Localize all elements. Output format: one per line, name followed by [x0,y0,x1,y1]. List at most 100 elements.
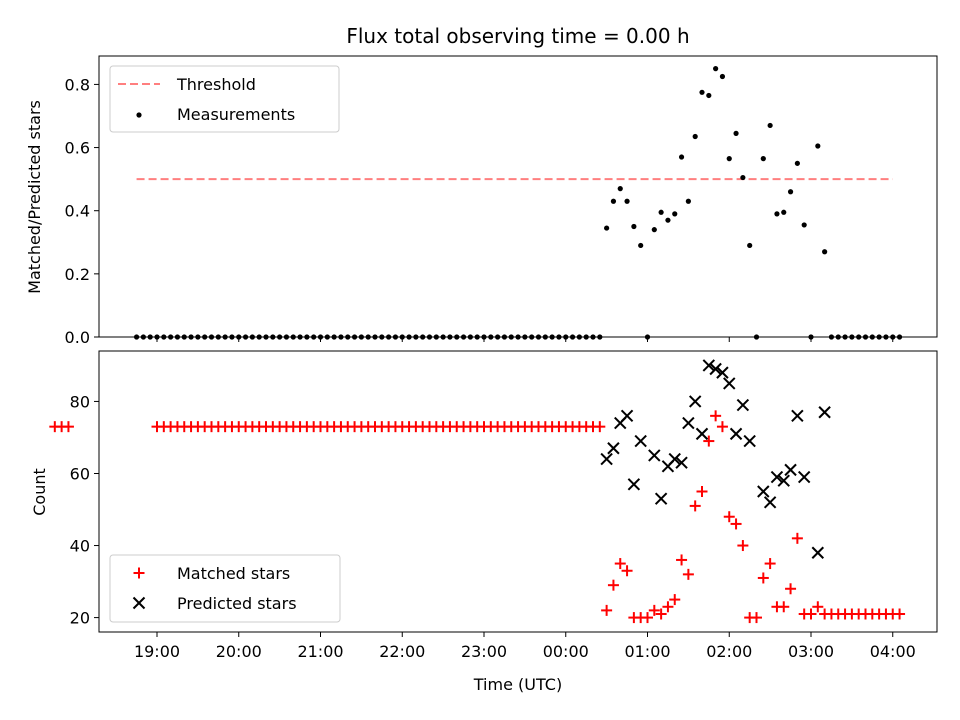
matched-star-point [601,604,613,616]
measurement-point [672,211,678,217]
measurement-point [631,223,637,230]
predicted-star-point [654,492,668,505]
measurement-point [713,66,719,72]
measurement-point [801,222,807,228]
matched-star-point [607,579,619,591]
matched-star-point [737,540,749,552]
matched-star-point [682,568,694,580]
bottom-legend: Matched stars Predicted stars [109,554,341,623]
x-tick-label: 01:00 [624,642,670,661]
x-tick-label: 04:00 [870,642,916,661]
predicted-star-point [682,416,695,430]
top-y-tick-label: 0.8 [65,75,90,94]
top-panel: 0.0 0.2 0.4 0.6 0.8 Threshold Measurements [65,55,938,347]
predicted-star-point [695,427,709,441]
matched-star-point [621,565,633,577]
chart-title: Flux total observing time = 0.00 h [346,24,689,48]
measurement-point [774,211,780,217]
bottom-y-tick-label: 40 [70,537,90,556]
measurement-point [767,122,773,129]
measurement-point [651,227,657,233]
measurement-point [794,160,800,166]
predicted-star-point [757,485,770,498]
matched-star-point [669,594,681,606]
predicted-star-point [736,398,750,412]
matched-star-point [751,612,762,624]
predicted-star-point [688,395,702,408]
matched-star-point [594,421,606,433]
matched-star-point [791,532,803,544]
predicted-star-point [770,470,784,484]
predicted-star-point [818,406,831,419]
predicted-star-point [743,434,756,448]
matched-star-point [805,608,817,620]
measurement-point [781,209,787,215]
top-y-tick-label: 0.4 [65,202,90,221]
predicted-star-point [729,427,743,441]
x-tick-label: 19:00 [134,642,180,661]
x-axis-label: Time (UTC) [473,675,562,694]
measurement-point [678,154,685,160]
measurement-point [760,156,766,162]
matched-star-point [133,567,145,579]
predicted-star-point [723,377,736,390]
top-legend: Threshold Measurements [109,65,340,133]
measurement-point [638,242,644,249]
measurement-point [617,186,623,192]
matched-star-point [723,511,735,523]
measurement-point [624,198,630,204]
matched-star-point [642,612,653,624]
predicted-star-point [648,449,661,462]
top-legend-box [109,65,340,133]
matched-star-point [710,410,722,422]
bottom-axes-frame [98,350,938,633]
matched-star-point [894,608,906,620]
top-axes-frame [98,55,938,338]
x-tick-label: 00:00 [543,642,589,661]
predicted-star-point [716,366,729,379]
measurement-point [815,143,821,149]
measurement-point [747,242,753,249]
predicted-star-point [791,409,804,423]
predicted-star-point [784,463,797,477]
top-y-tick-label: 0.6 [65,139,90,158]
bottom-y-tick-label: 80 [70,392,90,411]
matched-star-point [655,608,667,620]
matched-star-point [730,518,742,530]
matched-star-point [757,572,769,584]
bottom-panel: 20 40 60 80 19:00 20:00 21:00 22:00 23:00 00:00 01… [49,350,938,661]
measurement-point [719,73,726,80]
measurement-point [665,217,671,223]
legend-matched-label: Matched stars [177,564,290,583]
matched-star-point [785,583,797,595]
x-tick-label: 03:00 [788,642,834,661]
x-tick-label: 02:00 [706,642,752,661]
matched-star-point [703,435,715,447]
measurement-point [740,174,746,181]
matched-star-point [662,601,674,613]
measurement-point [604,225,610,231]
bottom-y-tick-label: 20 [70,609,90,628]
measurement-point [706,92,712,99]
predicted-star-point [600,452,613,466]
predicted-star-point [702,359,716,372]
x-tick-label: 20:00 [216,642,262,661]
matched-star-point [614,558,626,570]
bottom-legend-box [109,554,341,623]
measurement-point [787,189,794,195]
top-y-axis-label: Matched/Predicted stars [25,100,44,294]
top-y-tick-label: 0.2 [65,265,90,284]
legend-threshold-label: Threshold [176,75,256,94]
bottom-y-axis-label: Count [30,468,49,516]
matched-star-point [62,421,74,433]
measurement-point [685,198,691,204]
matched-star-point [648,604,660,616]
predicted-star-point [132,596,146,610]
predicted-star-point [627,478,641,491]
legend-predicted-label: Predicted stars [177,594,297,613]
measurement-point [726,156,732,162]
predicted-star-point [763,496,777,509]
matched-star-point [812,601,824,613]
legend-measurements-swatch [136,112,142,118]
predicted-star-point [607,442,620,455]
